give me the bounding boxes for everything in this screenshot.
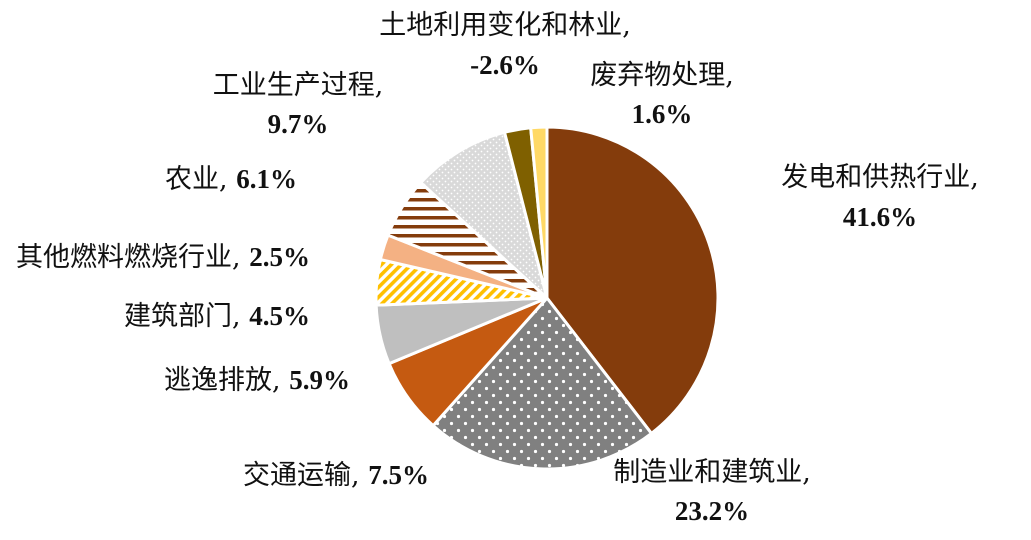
- slice-value-other-fuel: 2.5%: [249, 242, 310, 272]
- slice-name-manufacturing: 制造业和建筑业,: [613, 457, 811, 488]
- slices-layer: [374, 125, 720, 471]
- slice-name-building: 建筑部门,: [124, 301, 249, 332]
- slice-value-waste: 1.6%: [632, 99, 693, 129]
- slice-value-agriculture: 6.1%: [236, 164, 297, 194]
- slice-value-industrial: 9.7%: [268, 109, 329, 139]
- slice-value-land-use: -2.6%: [470, 50, 540, 80]
- slice-label-building: 建筑部门, 4.5%: [124, 301, 310, 332]
- slice-label-transport: 交通运输, 7.5%: [243, 460, 429, 491]
- slice-value-manufacturing: 23.2%: [675, 496, 749, 526]
- slice-label-other-fuel: 其他燃料燃烧行业, 2.5%: [16, 242, 310, 273]
- slice-name-other-fuel: 其他燃料燃烧行业,: [16, 242, 249, 273]
- slice-value-power: 41.6%: [843, 202, 917, 232]
- pie-slice-power: [545, 125, 720, 435]
- slice-label-fugitive: 逃逸排放, 5.9%: [164, 365, 350, 396]
- slice-name-industrial: 工业生产过程,: [213, 70, 384, 101]
- slice-name-fugitive: 逃逸排放,: [164, 365, 289, 396]
- slice-value-building: 4.5%: [249, 301, 310, 331]
- pie-slice-manufacturing: [431, 296, 653, 471]
- slice-name-transport: 交通运输,: [243, 460, 368, 491]
- slice-name-waste: 废弃物处理,: [590, 60, 734, 91]
- slice-label-agriculture: 农业, 6.1%: [165, 164, 297, 195]
- slice-name-land-use: 土地利用变化和林业,: [379, 10, 631, 41]
- pie-slice-industrial: [419, 130, 549, 300]
- labels-layer: 发电和供热行业, 41.6% 制造业和建筑业, 23.2% 交通运输, 7.5% 逃逸排放…: [16, 10, 979, 526]
- slice-name-power: 发电和供热行业,: [781, 162, 979, 193]
- slice-value-fugitive: 5.9%: [289, 365, 350, 395]
- slice-value-transport: 7.5%: [368, 460, 429, 490]
- pie-slice-waste: [529, 125, 549, 300]
- slice-name-agriculture: 农业,: [165, 164, 236, 195]
